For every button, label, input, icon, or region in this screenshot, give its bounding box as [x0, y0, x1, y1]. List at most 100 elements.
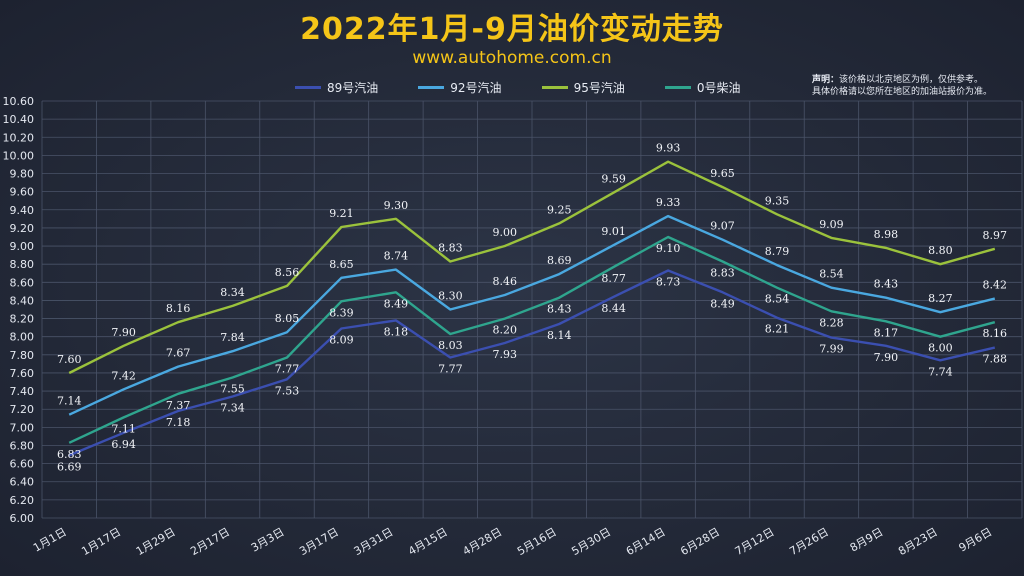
data-label: 7.99 — [819, 343, 844, 356]
data-label: 8.54 — [819, 268, 844, 281]
y-tick-label: 7.00 — [10, 421, 35, 434]
data-label: 8.05 — [275, 312, 300, 325]
x-tick-label: 3月17日 — [297, 525, 341, 558]
x-tick-label: 7月26日 — [787, 525, 831, 558]
x-tick-label: 8月23日 — [896, 525, 940, 558]
series-line[interactable] — [68, 269, 996, 457]
legend-item-89[interactable]: 89号汽油 — [295, 79, 378, 96]
y-tick-label: 7.40 — [10, 385, 35, 398]
chart-subtitle: www.autohome.com.cn — [412, 48, 612, 68]
disclaimer-note: 声明：该价格以北京地区为例，仅供参考。 具体价格请以您所在地区的加油站报价为准。 — [812, 74, 1012, 98]
y-tick-label: 10.00 — [3, 149, 35, 162]
data-label: 8.44 — [601, 302, 626, 315]
y-tick-label: 8.40 — [10, 294, 35, 307]
data-label: 8.83 — [438, 241, 463, 254]
y-tick-label: 8.80 — [10, 258, 35, 271]
note-line2: 具体价格请以您所在地区的加油站报价为准。 — [812, 87, 993, 97]
y-tick-label: 8.60 — [10, 276, 35, 289]
chart-title: 2022年1月-9月油价变动走势 — [300, 12, 724, 47]
y-tick-label: 9.00 — [10, 240, 35, 253]
legend-swatch — [295, 86, 321, 89]
data-label: 8.30 — [438, 290, 463, 303]
x-tick-label: 5月16日 — [515, 525, 559, 558]
data-label: 8.56 — [275, 266, 300, 279]
series-line[interactable] — [68, 235, 996, 444]
x-tick-label: 4月28日 — [461, 525, 505, 558]
y-tick-label: 6.20 — [10, 494, 35, 507]
y-tick-label: 6.80 — [10, 439, 35, 452]
data-label: 9.09 — [819, 218, 844, 231]
data-label: 8.43 — [547, 303, 572, 316]
data-label: 8.83 — [710, 266, 735, 279]
data-label: 7.77 — [275, 363, 300, 376]
x-tick-label: 9月6日 — [957, 525, 995, 554]
x-tick-label: 5月30日 — [569, 525, 613, 558]
y-tick-label: 6.40 — [10, 476, 35, 489]
y-tick-label: 7.80 — [10, 349, 35, 362]
y-tick-label: 9.20 — [10, 222, 35, 235]
data-label: 8.16 — [166, 302, 191, 315]
data-label: 7.90 — [111, 326, 136, 339]
data-label: 8.14 — [547, 329, 572, 342]
legend-swatch — [418, 86, 445, 89]
data-label: 8.97 — [983, 229, 1008, 242]
legend-item-diesel[interactable]: 0号柴油 — [664, 79, 741, 96]
data-label: 8.80 — [928, 244, 953, 257]
data-label: 7.37 — [166, 399, 191, 412]
data-label: 8.74 — [384, 250, 409, 263]
data-label: 9.35 — [765, 194, 790, 207]
data-label: 6.69 — [57, 460, 82, 473]
y-tick-label: 9.80 — [10, 168, 35, 181]
y-tick-label: 7.60 — [10, 367, 35, 380]
y-tick-label: 9.60 — [10, 186, 35, 199]
x-tick-label: 8月9日 — [848, 525, 886, 554]
legend-label: 0号柴油 — [696, 81, 741, 95]
data-label: 8.03 — [438, 339, 463, 352]
data-label: 8.73 — [656, 276, 681, 289]
y-tick-label: 10.60 — [3, 95, 35, 108]
data-label: 8.00 — [928, 342, 953, 355]
data-label: 8.98 — [874, 228, 899, 241]
legend-swatch — [664, 86, 691, 89]
data-label: 8.27 — [928, 292, 953, 305]
data-label: 9.65 — [710, 167, 735, 180]
legend-item-95[interactable]: 95号汽油 — [541, 79, 625, 96]
y-tick-label: 9.40 — [10, 204, 35, 217]
data-label: 8.77 — [601, 272, 626, 285]
note-prefix: 声明： — [812, 75, 840, 85]
series-line[interactable] — [68, 214, 996, 416]
data-label: 8.54 — [765, 293, 790, 306]
x-tick-label: 2月17日 — [188, 525, 232, 558]
x-tick-label: 1月17日 — [79, 525, 123, 558]
data-label: 9.25 — [547, 203, 572, 216]
data-label: 7.14 — [57, 395, 82, 408]
y-tick-label: 10.20 — [3, 131, 35, 144]
data-label: 9.00 — [493, 226, 518, 239]
data-label: 7.84 — [220, 331, 245, 344]
data-label: 8.39 — [329, 306, 354, 319]
data-label: 8.79 — [765, 245, 790, 258]
x-tick-label: 1月29日 — [134, 525, 178, 558]
data-label: 7.77 — [438, 363, 463, 376]
data-label: 8.18 — [384, 325, 409, 338]
data-label: 7.88 — [983, 353, 1008, 366]
data-label: 8.17 — [874, 326, 899, 339]
data-label: 8.20 — [493, 324, 518, 337]
series-line[interactable] — [68, 160, 996, 375]
x-tick-label: 3月31日 — [352, 525, 396, 558]
data-label: 7.53 — [275, 384, 300, 397]
y-tick-label: 8.20 — [10, 313, 35, 326]
data-label: 7.90 — [874, 351, 899, 364]
legend-item-92[interactable]: 92号汽油 — [418, 79, 502, 96]
data-label: 7.93 — [493, 348, 518, 361]
y-tick-label: 7.20 — [10, 403, 35, 416]
data-label: 8.16 — [983, 327, 1008, 340]
data-label: 9.10 — [656, 242, 681, 255]
x-tick-label: 6月28日 — [678, 525, 722, 558]
data-label: 9.59 — [601, 173, 626, 186]
data-label: 7.55 — [220, 382, 245, 395]
data-label: 8.42 — [983, 279, 1008, 292]
x-tick-label: 7月12日 — [733, 525, 777, 558]
data-label: 9.33 — [656, 196, 681, 209]
data-label: 8.43 — [874, 278, 899, 291]
